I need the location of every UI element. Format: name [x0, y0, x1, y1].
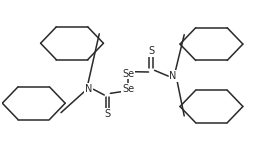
Text: S: S — [148, 46, 154, 56]
Text: N: N — [170, 71, 177, 81]
Text: N: N — [85, 84, 92, 94]
Text: Se: Se — [122, 69, 134, 79]
Text: Se: Se — [122, 84, 134, 94]
Text: S: S — [105, 109, 111, 119]
